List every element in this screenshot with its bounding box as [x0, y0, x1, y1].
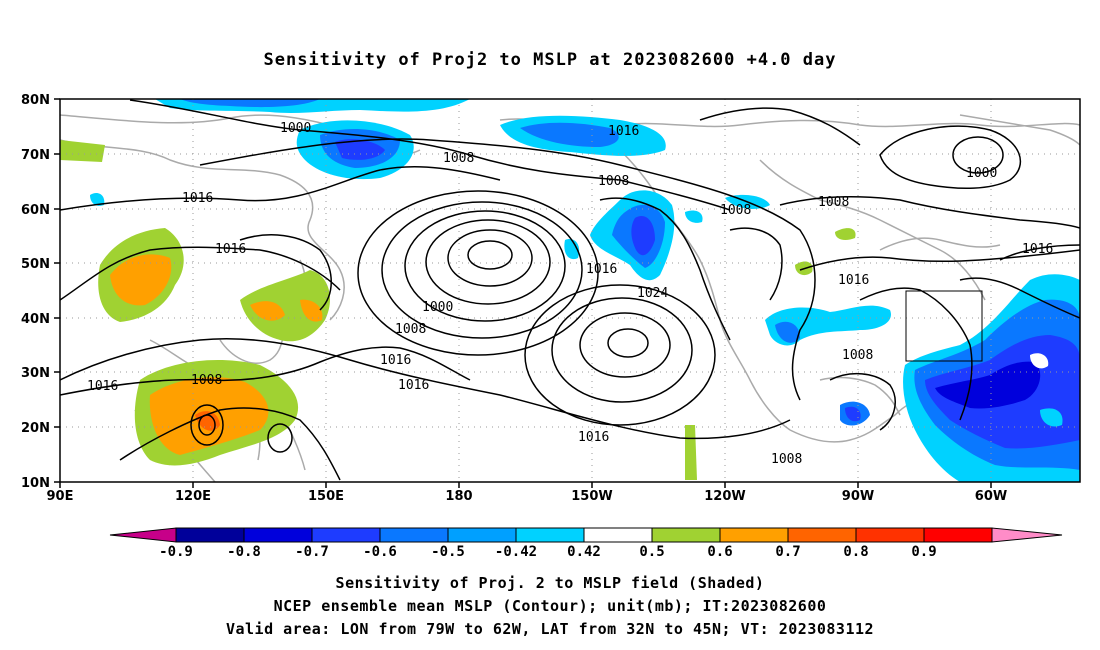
caption-shading: Sensitivity of Proj. 2 to MSLP field (Sh…: [335, 574, 765, 592]
lat-label: 40N: [21, 312, 50, 327]
lon-label: 120E: [175, 489, 211, 504]
colorbar-label: 0.8: [843, 544, 868, 560]
contour-label: 1016: [608, 124, 639, 139]
axis-ticks: [54, 98, 992, 488]
colorbar-swatch: [855, 527, 925, 543]
colorbar-swatch: [923, 527, 993, 543]
contour-label: 1016: [398, 378, 429, 393]
colorbar-label: -0.6: [363, 544, 397, 560]
contour-label: 1008: [191, 373, 222, 388]
contour-label: 1008: [598, 174, 629, 189]
caption-contour: NCEP ensemble mean MSLP (Contour); unit(…: [273, 597, 827, 615]
colorbar-swatch: [787, 527, 857, 543]
plot-area: 1000 1008 1016 1008 1016 1000 1016 1008 …: [60, 99, 1080, 482]
contour-label: 1016: [182, 191, 213, 206]
caption-valid-area: Valid area: LON from 79W to 62W, LAT fro…: [225, 620, 875, 638]
colorbar-swatch: [651, 527, 721, 543]
colorbar-swatch: [583, 527, 653, 543]
colorbar-label: -0.7: [295, 544, 329, 560]
map-title: Sensitivity of Proj2 to MSLP at 20230826…: [263, 50, 837, 70]
lat-label: 20N: [21, 421, 50, 436]
lon-label: 150W: [571, 489, 612, 504]
lon-label: 150E: [308, 489, 344, 504]
colorbar-swatch: [175, 527, 245, 543]
contour-label: 1000: [422, 300, 453, 315]
colorbar-label: -0.9: [159, 544, 193, 560]
latitude-labels: 80N 70N 60N 50N 40N 30N 20N 10N: [21, 93, 50, 491]
colorbar-swatch: [515, 527, 585, 543]
colorbar-swatch: [447, 527, 517, 543]
colorbar-swatch: [719, 527, 789, 543]
contour-label: 1024: [637, 286, 668, 301]
contour-label: 1000: [966, 166, 997, 181]
contour-label: 1016: [215, 242, 246, 257]
lon-label: 120W: [704, 489, 745, 504]
colorbar-labels: -0.9 -0.8 -0.7 -0.6 -0.5 -0.42 0.42 0.5 …: [159, 544, 937, 560]
lat-label: 50N: [21, 257, 50, 272]
colorbar-label: -0.42: [495, 544, 537, 560]
lon-label: 60W: [975, 489, 1007, 504]
colorbar-swatch: [311, 527, 381, 543]
colorbar-label: 0.6: [707, 544, 732, 560]
contour-label: 1008: [443, 151, 474, 166]
colorbar-label: 0.7: [775, 544, 800, 560]
colorbar-swatch: [243, 527, 313, 543]
negative-sensitivity-shading: [90, 99, 1080, 482]
colorbar-label: 0.9: [911, 544, 936, 560]
contour-label: 1016: [838, 273, 869, 288]
lon-label: 90E: [47, 489, 74, 504]
contour-label: 1016: [87, 379, 118, 394]
contour-label: 1016: [586, 262, 617, 277]
contour-label: 1008: [818, 195, 849, 210]
colorbar-cap-low: [109, 527, 177, 543]
lat-label: 70N: [21, 148, 50, 163]
colorbar-label: 0.5: [639, 544, 664, 560]
contour-label: 1008: [720, 203, 751, 218]
positive-sensitivity-shading: [60, 140, 856, 480]
lat-label: 10N: [21, 476, 50, 491]
contour-labels: 1000 1008 1016 1008 1016 1000 1016 1008 …: [87, 121, 1053, 467]
contour-label: 1000: [280, 121, 311, 136]
contour-label: 1016: [1022, 242, 1053, 257]
lat-label: 80N: [21, 93, 50, 108]
contour-label: 1008: [771, 452, 802, 467]
colorbar: [109, 527, 1063, 543]
colorbar-cap-high: [991, 527, 1063, 543]
colorbar-label: 0.42: [567, 544, 601, 560]
valid-area-box: [905, 290, 983, 362]
colorbar-swatch: [379, 527, 449, 543]
plot-frame: [59, 98, 1081, 483]
contour-label: 1016: [578, 430, 609, 445]
lat-label: 60N: [21, 203, 50, 218]
contour-label: 1008: [395, 322, 426, 337]
colorbar-label: -0.5: [431, 544, 465, 560]
colorbar-label: -0.8: [227, 544, 261, 560]
mslp-contours: [60, 99, 1080, 481]
longitude-labels: 90E 120E 150E 180 150W 120W 90W 60W: [47, 489, 1008, 504]
lat-label: 30N: [21, 366, 50, 381]
lon-label: 180: [445, 489, 472, 504]
contour-label: 1008: [842, 348, 873, 363]
contour-label: 1016: [380, 353, 411, 368]
lon-label: 90W: [842, 489, 874, 504]
